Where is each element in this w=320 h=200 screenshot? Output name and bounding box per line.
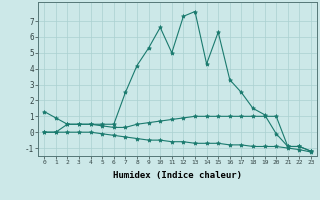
X-axis label: Humidex (Indice chaleur): Humidex (Indice chaleur) <box>113 171 242 180</box>
